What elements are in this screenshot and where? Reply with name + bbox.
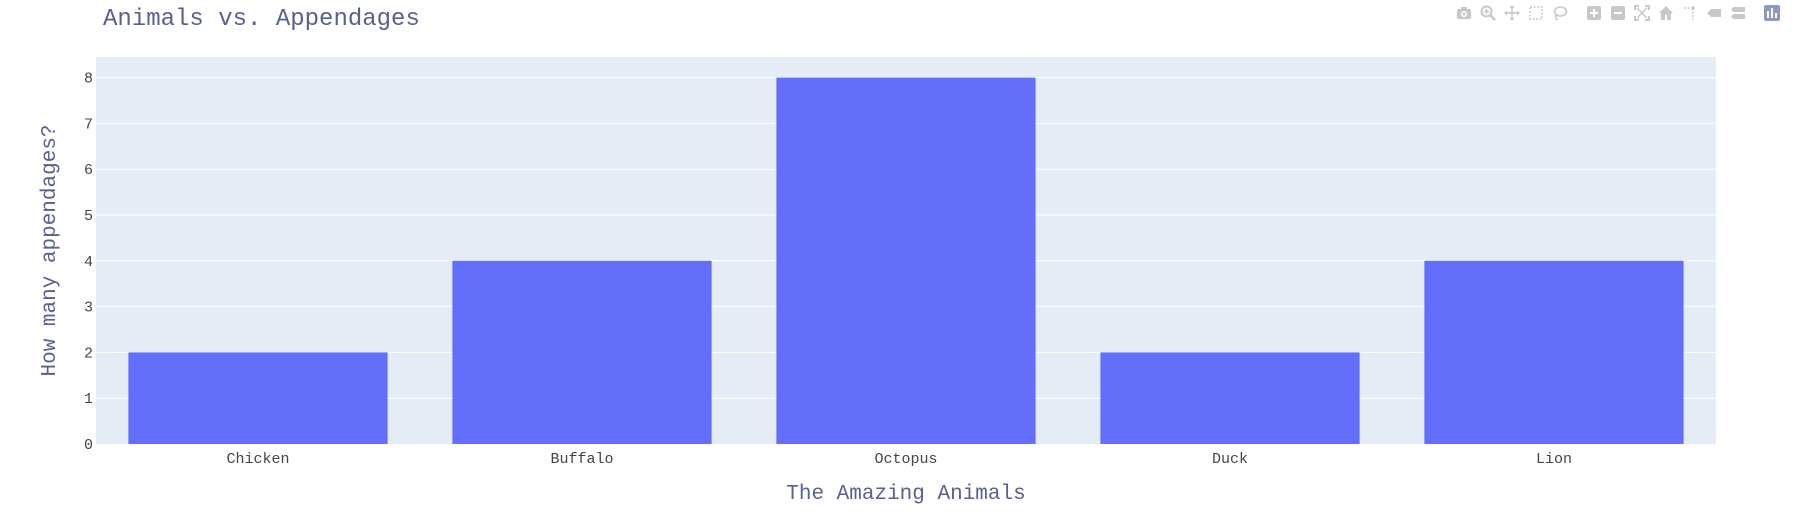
chart-title: Animals vs. Appendages [103, 6, 420, 33]
y-tick-label: 1 [84, 391, 93, 408]
x-tick-label: Lion [1536, 451, 1572, 468]
reset-axes-icon[interactable] [1655, 2, 1677, 24]
x-tick-label: Octopus [874, 451, 937, 468]
zoom-in-icon[interactable] [1583, 2, 1605, 24]
bar-octopus[interactable] [776, 77, 1036, 444]
bar-chicken[interactable] [128, 352, 388, 444]
autoscale-icon[interactable] [1631, 2, 1653, 24]
pan-icon-glyph [1504, 5, 1520, 21]
x-axis-ticks: Chicken Buffalo Octopus Duck Lion [226, 451, 1572, 468]
spike-lines-icon-glyph [1684, 6, 1695, 20]
y-tick-label: 8 [84, 71, 93, 88]
y-tick-label: 0 [84, 437, 93, 454]
zoom-icon[interactable] [1477, 2, 1499, 24]
hover-closest-icon-glyph [1707, 9, 1721, 17]
spike-lines-icon[interactable] [1679, 2, 1701, 24]
hover-compare-icon-glyph [1731, 7, 1745, 19]
x-tick-label: Duck [1212, 451, 1248, 468]
zoom-out-icon[interactable] [1607, 2, 1629, 24]
box-select-icon-glyph [1529, 6, 1543, 20]
x-tick-label: Buffalo [550, 451, 613, 468]
pan-icon[interactable] [1501, 2, 1523, 24]
y-tick-label: 5 [84, 208, 93, 225]
y-axis-ticks: 0 1 2 3 4 5 6 7 8 [84, 71, 93, 454]
bar-duck[interactable] [1100, 352, 1360, 444]
reset-axes-icon-glyph [1659, 6, 1673, 20]
y-tick-label: 2 [84, 345, 93, 362]
bar-lion[interactable] [1424, 260, 1684, 444]
plotly-logo-icon[interactable] [1761, 2, 1783, 24]
zoom-out-icon-glyph [1611, 6, 1625, 20]
box-select-icon[interactable] [1525, 2, 1547, 24]
y-tick-label: 4 [84, 254, 93, 271]
zoom-in-icon-glyph [1587, 6, 1601, 20]
y-axis-title: How many appendages? [39, 124, 62, 376]
modebar [1451, 2, 1783, 24]
x-axis-title: The Amazing Animals [786, 483, 1025, 506]
bar-buffalo[interactable] [452, 260, 712, 444]
lasso-select-icon[interactable] [1549, 2, 1571, 24]
lasso-select-icon-glyph [1553, 6, 1568, 21]
plotly-logo-icon-glyph [1764, 5, 1780, 21]
camera-icon[interactable] [1453, 2, 1475, 24]
zoom-icon-glyph [1480, 5, 1496, 21]
y-tick-label: 7 [84, 116, 93, 133]
bars [128, 77, 1684, 444]
hover-compare-icon[interactable] [1727, 2, 1749, 24]
camera-icon-glyph [1457, 7, 1471, 19]
autoscale-icon-glyph [1634, 5, 1650, 21]
hover-closest-icon[interactable] [1703, 2, 1725, 24]
y-tick-label: 6 [84, 162, 93, 179]
y-tick-label: 3 [84, 300, 93, 317]
x-tick-label: Chicken [226, 451, 289, 468]
